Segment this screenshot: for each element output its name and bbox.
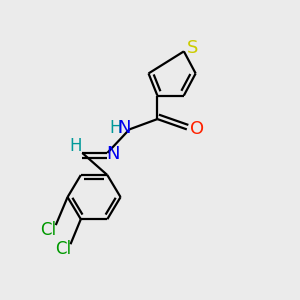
Text: Cl: Cl bbox=[40, 221, 56, 239]
Text: N: N bbox=[117, 119, 131, 137]
Text: H: H bbox=[70, 136, 82, 154]
Text: O: O bbox=[190, 120, 204, 138]
Text: N: N bbox=[106, 146, 120, 164]
Text: Cl: Cl bbox=[55, 240, 71, 258]
Text: H: H bbox=[109, 119, 122, 137]
Text: S: S bbox=[187, 39, 198, 57]
